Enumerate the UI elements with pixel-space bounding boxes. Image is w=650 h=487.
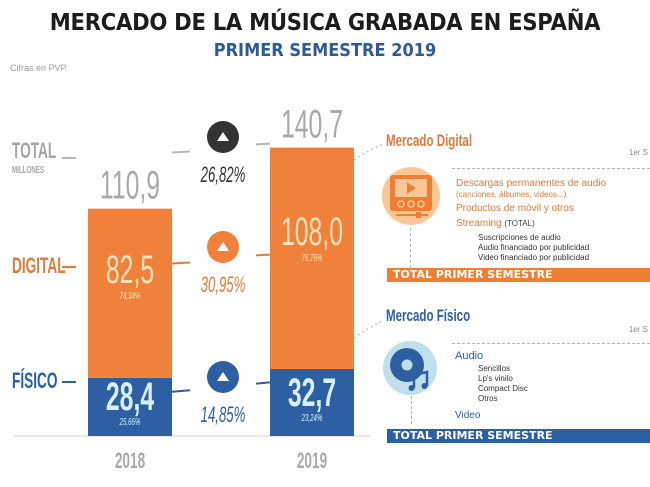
x-tick-label-2018: 2018 (115, 448, 145, 473)
digital-item-downloads: Descargas permanentes de audio (456, 178, 607, 189)
row-label-digital: DIGITAL (12, 253, 66, 278)
growth-label-digital: 30,95% (201, 273, 246, 297)
digital-item-streaming-suffix: (TOTAL) (504, 219, 535, 228)
arrow-up-icon (217, 132, 229, 141)
fisico-total-bar: TOTAL PRIMER SEMESTRE (387, 429, 650, 443)
connector-to-digital-panel (353, 143, 385, 161)
bar-total-2018: 110,9 (100, 164, 160, 208)
x-tick-label-2019: 2019 (297, 448, 327, 473)
bar-share-fisico-2019: 23,24% (301, 411, 323, 423)
streaming-sub-item: Suscripciones de audio (478, 233, 561, 242)
digital-item-streaming-label: Streaming (456, 218, 502, 229)
bar-value-fisico-2019: 32,7 (288, 371, 336, 415)
panel-fisico-vertical-dots (411, 396, 412, 424)
panel-fisico-divider (452, 343, 650, 344)
audio-sub-item: Lp's vinilo (478, 374, 513, 383)
bar-fisico-2018 (88, 377, 172, 436)
audio-sub-item: Otros (478, 394, 498, 403)
bar-share-digital-2018: 74,34% (120, 289, 141, 301)
connector-total-left (62, 157, 76, 159)
growth-label-total: 26,82% (200, 163, 245, 187)
digital-item-mobile: Productos de móvil y otros (456, 203, 574, 214)
panel-digital-vertical-dots (410, 228, 411, 268)
cd-music-icon (383, 341, 437, 395)
panel-digital-period: 1er S (628, 148, 648, 157)
bar-value-digital-2018: 82,5 (106, 248, 154, 292)
pricing-note: Cifras en PVP. (10, 63, 68, 73)
fisico-item-video: Video (455, 410, 481, 421)
growth-label-fisico: 14,85% (201, 403, 246, 427)
video-player-icon (382, 167, 440, 225)
connector-digital-left (62, 266, 76, 268)
panel-fisico-period: 1er S (628, 325, 648, 334)
audio-sub-item: Sencillos (478, 364, 511, 373)
bar-fisico-2019 (270, 368, 354, 436)
connector-to-fisico-panel (353, 319, 385, 339)
bar-value-digital-2019: 108,0 (281, 210, 343, 254)
arrow-up-icon (217, 242, 229, 251)
streaming-sub-item: Audio financiado por publicidad (478, 243, 590, 252)
digital-total-bar: TOTAL PRIMER SEMESTRE (387, 268, 650, 282)
panel-fisico-title: Mercado Físico (386, 306, 471, 325)
page-title: MERCADO DE LA MÚSICA GRABADA EN ESPAÑA (49, 10, 601, 36)
bar-digital-2019 (270, 147, 354, 369)
bar-value-fisico-2018: 28,4 (106, 375, 155, 419)
panel-digital-divider (452, 168, 650, 169)
bar-share-fisico-2018: 25,66% (119, 415, 141, 427)
digital-item-downloads-sub: (canciones, álbumes, videos...) (456, 190, 567, 199)
row-label-total-units: MILLONES (12, 165, 45, 176)
row-label-total: TOTAL (12, 138, 57, 163)
digital-item-streaming: Streaming (TOTAL) (456, 218, 535, 229)
row-label-fisico: FÍSICO (12, 368, 58, 393)
audio-sub-item: Compact Disc (478, 384, 528, 393)
bar-digital-2018 (88, 208, 172, 378)
connector-fisico-left (62, 381, 76, 383)
arrow-up-icon (217, 372, 229, 381)
bar-share-digital-2019: 76,76% (302, 251, 323, 263)
panel-digital-title: Mercado Digital (386, 131, 473, 150)
fisico-item-audio: Audio (455, 350, 484, 362)
bar-total-2019: 140,7 (281, 103, 343, 147)
page-subtitle: PRIMER SEMESTRE 2019 (213, 40, 437, 61)
streaming-sub-item: Video financiado por publicidad (478, 253, 590, 262)
